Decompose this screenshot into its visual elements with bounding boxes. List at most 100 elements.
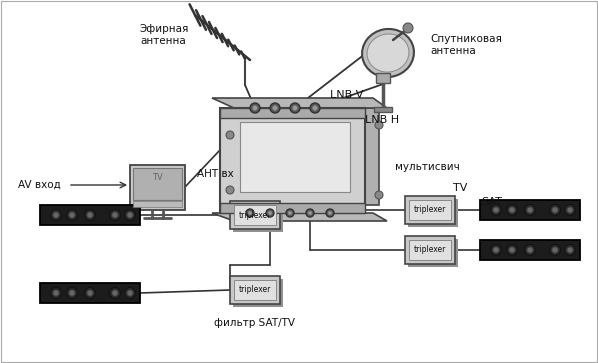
Circle shape	[308, 211, 312, 215]
Circle shape	[490, 204, 502, 216]
Bar	[133, 168, 182, 200]
Bar	[408, 239, 458, 267]
Circle shape	[87, 212, 93, 218]
Circle shape	[226, 131, 234, 139]
Circle shape	[127, 212, 133, 218]
Circle shape	[326, 209, 334, 217]
Circle shape	[84, 287, 96, 298]
Circle shape	[550, 204, 560, 216]
Circle shape	[313, 106, 318, 110]
Bar	[230, 276, 280, 304]
Circle shape	[565, 245, 575, 256]
Text: TV: TV	[453, 183, 467, 193]
Bar	[480, 200, 580, 220]
Circle shape	[252, 106, 258, 110]
Circle shape	[403, 23, 413, 33]
Bar	[130, 165, 185, 210]
Circle shape	[250, 103, 260, 113]
Circle shape	[509, 207, 515, 213]
Bar	[376, 73, 390, 83]
Circle shape	[69, 290, 75, 296]
Circle shape	[248, 211, 252, 215]
Bar	[408, 199, 458, 227]
Text: AV вход: AV вход	[18, 180, 61, 190]
Circle shape	[66, 287, 78, 298]
Circle shape	[112, 290, 118, 296]
Circle shape	[567, 207, 573, 213]
Circle shape	[552, 247, 558, 253]
Circle shape	[288, 211, 292, 215]
Circle shape	[524, 204, 535, 216]
Text: TV: TV	[152, 172, 163, 182]
Circle shape	[490, 245, 502, 256]
Circle shape	[328, 211, 332, 215]
Circle shape	[310, 103, 320, 113]
Bar	[374, 107, 392, 112]
Circle shape	[375, 191, 383, 199]
Bar	[234, 280, 276, 300]
Bar	[234, 205, 276, 225]
Bar	[480, 240, 580, 260]
Text: Спутниковая
антенна: Спутниковая антенна	[430, 34, 502, 56]
Circle shape	[527, 207, 533, 213]
Text: LNB V: LNB V	[330, 90, 364, 100]
Circle shape	[306, 209, 314, 217]
Bar	[405, 196, 455, 224]
Circle shape	[375, 121, 383, 129]
Circle shape	[286, 209, 294, 217]
Circle shape	[69, 212, 75, 218]
Text: triplexer: triplexer	[414, 205, 446, 215]
Bar	[220, 108, 365, 118]
Text: LNB H: LNB H	[365, 115, 399, 125]
Circle shape	[273, 106, 277, 110]
Circle shape	[509, 247, 515, 253]
Circle shape	[552, 207, 558, 213]
Bar	[233, 204, 283, 232]
Circle shape	[124, 209, 136, 220]
Text: triplexer: triplexer	[414, 245, 446, 254]
Text: Эфирная
антенна: Эфирная антенна	[140, 24, 190, 46]
Bar	[409, 240, 451, 260]
Circle shape	[292, 106, 297, 110]
Ellipse shape	[362, 29, 414, 77]
Circle shape	[268, 211, 272, 215]
Circle shape	[53, 212, 59, 218]
Bar	[405, 236, 455, 264]
Circle shape	[66, 209, 78, 220]
Text: triplexer: triplexer	[239, 286, 271, 294]
Bar	[220, 203, 365, 213]
Bar	[40, 283, 140, 303]
Polygon shape	[212, 213, 387, 221]
Text: SAT: SAT	[481, 197, 502, 207]
Circle shape	[246, 209, 254, 217]
Text: мультисвич: мультисвич	[395, 162, 460, 172]
Ellipse shape	[367, 34, 409, 72]
Circle shape	[50, 209, 62, 220]
Circle shape	[127, 290, 133, 296]
Bar	[365, 108, 379, 205]
Text: triplexer: triplexer	[239, 211, 271, 220]
Circle shape	[550, 245, 560, 256]
Circle shape	[270, 103, 280, 113]
Circle shape	[266, 209, 274, 217]
Circle shape	[567, 247, 573, 253]
Circle shape	[493, 207, 499, 213]
Circle shape	[53, 290, 59, 296]
Bar	[40, 205, 140, 225]
Circle shape	[507, 204, 517, 216]
Circle shape	[527, 247, 533, 253]
Circle shape	[87, 290, 93, 296]
Bar	[230, 201, 280, 229]
Bar	[409, 200, 451, 220]
Bar	[220, 108, 365, 213]
Bar	[133, 201, 182, 207]
Circle shape	[493, 247, 499, 253]
Bar	[233, 279, 283, 307]
Circle shape	[507, 245, 517, 256]
Polygon shape	[212, 98, 387, 108]
Circle shape	[50, 287, 62, 298]
Circle shape	[226, 186, 234, 194]
Circle shape	[109, 287, 121, 298]
Circle shape	[290, 103, 300, 113]
Text: АНТ вх: АНТ вх	[197, 169, 234, 179]
